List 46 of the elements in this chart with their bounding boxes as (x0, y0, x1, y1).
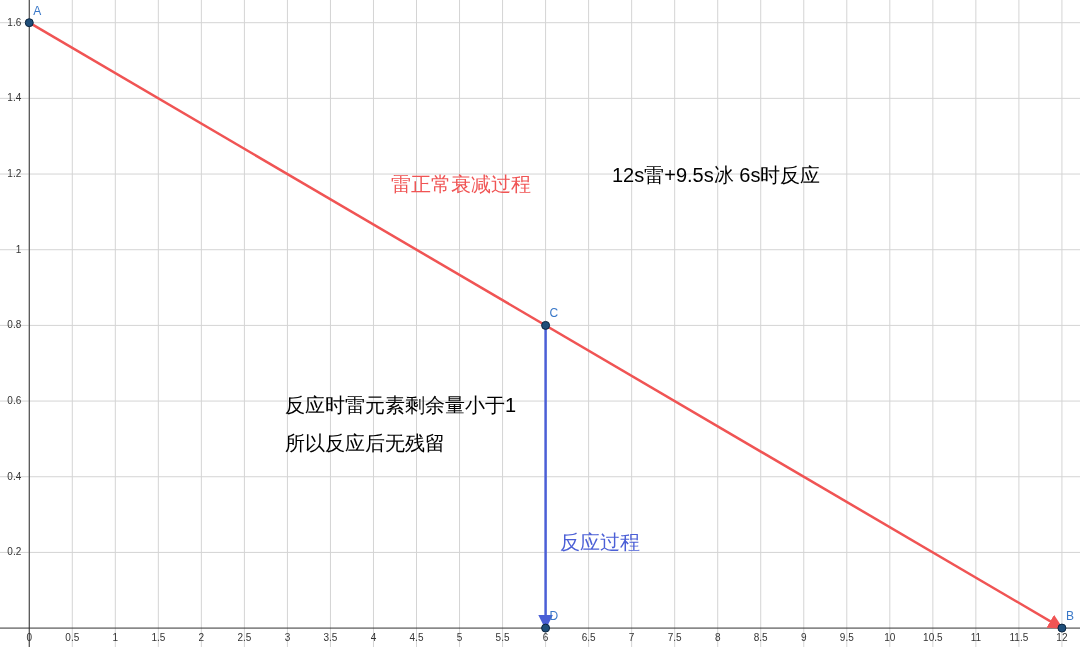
annotation: 所以反应后无残留 (285, 432, 445, 454)
y-tick-label: 0.4 (7, 470, 22, 482)
point (1057, 623, 1067, 633)
series-label: 雷正常衰减过程 (391, 172, 532, 195)
series-label: 反应过程 (559, 531, 640, 554)
x-tick-label: 0.5 (65, 632, 80, 644)
annotation: 反应时雷元素剩余量小于1 (285, 394, 517, 416)
y-tick-label: 1.6 (7, 16, 22, 28)
y-tick-label: 0.8 (7, 319, 22, 331)
x-tick-label: 12 (1056, 632, 1068, 644)
x-tick-label: 8.5 (753, 632, 769, 644)
x-tick-label: 5 (456, 632, 463, 644)
x-tick-label: 9 (800, 632, 807, 644)
y-tick-label: 1 (15, 243, 22, 255)
annotation: C (549, 306, 559, 321)
y-tick-label: 0.2 (7, 546, 22, 558)
x-tick-label: 8 (714, 632, 721, 644)
annotation: D (549, 609, 559, 624)
x-tick-label: 10 (884, 632, 896, 644)
x-tick-label: 5.5 (495, 632, 510, 644)
x-tick-label: 7.5 (667, 632, 683, 644)
x-tick-label: 4.5 (409, 632, 424, 644)
annotation: B (1065, 609, 1074, 624)
x-tick-label: 2.5 (237, 632, 252, 644)
point (541, 623, 551, 633)
y-tick-label: 1.2 (7, 168, 22, 180)
x-tick-label: 4 (370, 632, 377, 644)
x-tick-label: 0 (26, 632, 33, 644)
x-tick-label: 1 (112, 632, 119, 644)
annotation: A (33, 3, 42, 18)
x-tick-label: 2 (198, 632, 205, 644)
x-tick-label: 1.5 (151, 632, 166, 644)
x-tick-label: 6 (542, 632, 549, 644)
x-tick-label: 11.5 (1009, 632, 1029, 644)
x-tick-label: 10.5 (923, 632, 944, 644)
y-tick-label: 0.6 (7, 395, 22, 407)
annotation: 12s雷+9.5s冰 6s时反应 (612, 164, 821, 186)
x-tick-label: 3.5 (323, 632, 338, 644)
x-tick-label: 6.5 (581, 632, 597, 644)
y-tick-label: 1.4 (7, 92, 22, 104)
point (541, 320, 551, 330)
x-tick-label: 9.5 (839, 632, 855, 644)
point (24, 18, 34, 28)
x-tick-label: 3 (284, 632, 291, 644)
x-tick-label: 7 (628, 632, 635, 644)
x-tick-label: 11 (970, 632, 982, 644)
